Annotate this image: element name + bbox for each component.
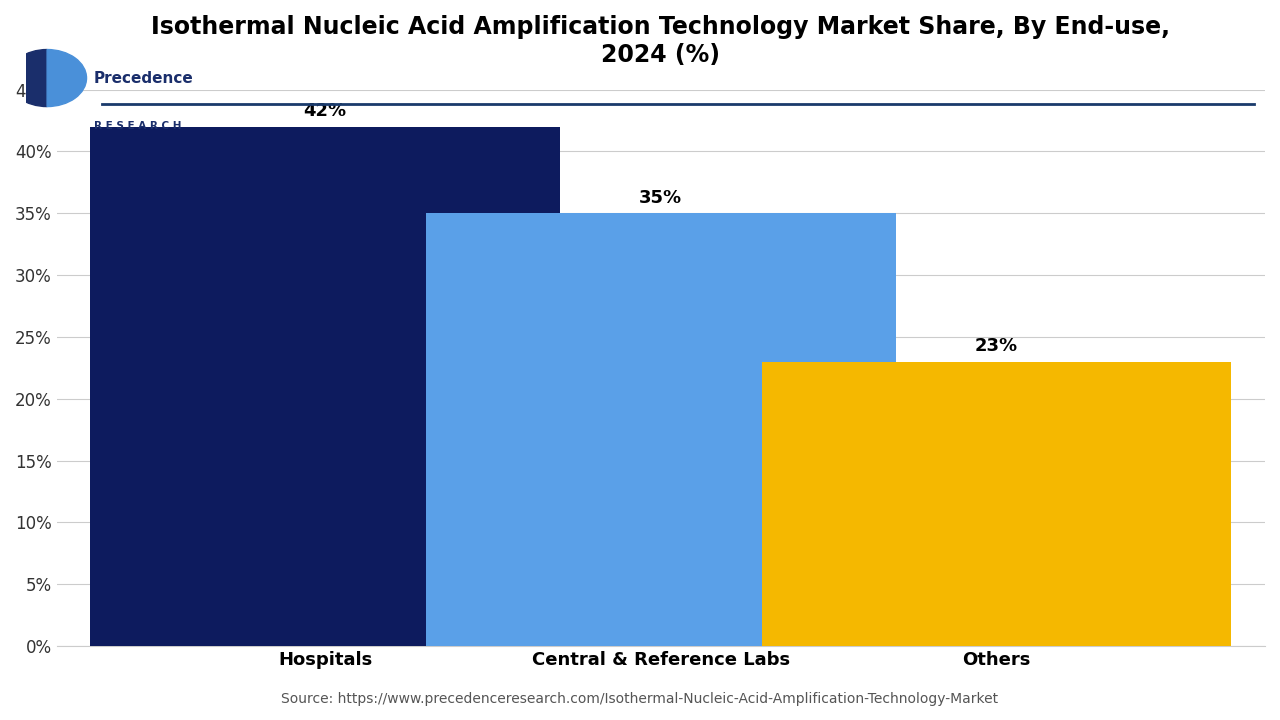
Text: R E S E A R C H: R E S E A R C H (93, 121, 182, 131)
Text: 35%: 35% (639, 189, 682, 207)
Text: 42%: 42% (303, 102, 347, 120)
Wedge shape (8, 50, 47, 107)
Bar (762, 361, 1231, 646)
Text: Source: https://www.precedenceresearch.com/Isothermal-Nucleic-Acid-Amplification: Source: https://www.precedenceresearch.c… (282, 692, 998, 706)
Wedge shape (47, 50, 87, 107)
Text: Precedence: Precedence (93, 71, 193, 86)
Bar (426, 213, 896, 646)
Text: 23%: 23% (975, 338, 1018, 356)
Title: Isothermal Nucleic Acid Amplification Technology Market Share, By End-use,
2024 : Isothermal Nucleic Acid Amplification Te… (151, 15, 1170, 67)
Bar (90, 127, 561, 646)
